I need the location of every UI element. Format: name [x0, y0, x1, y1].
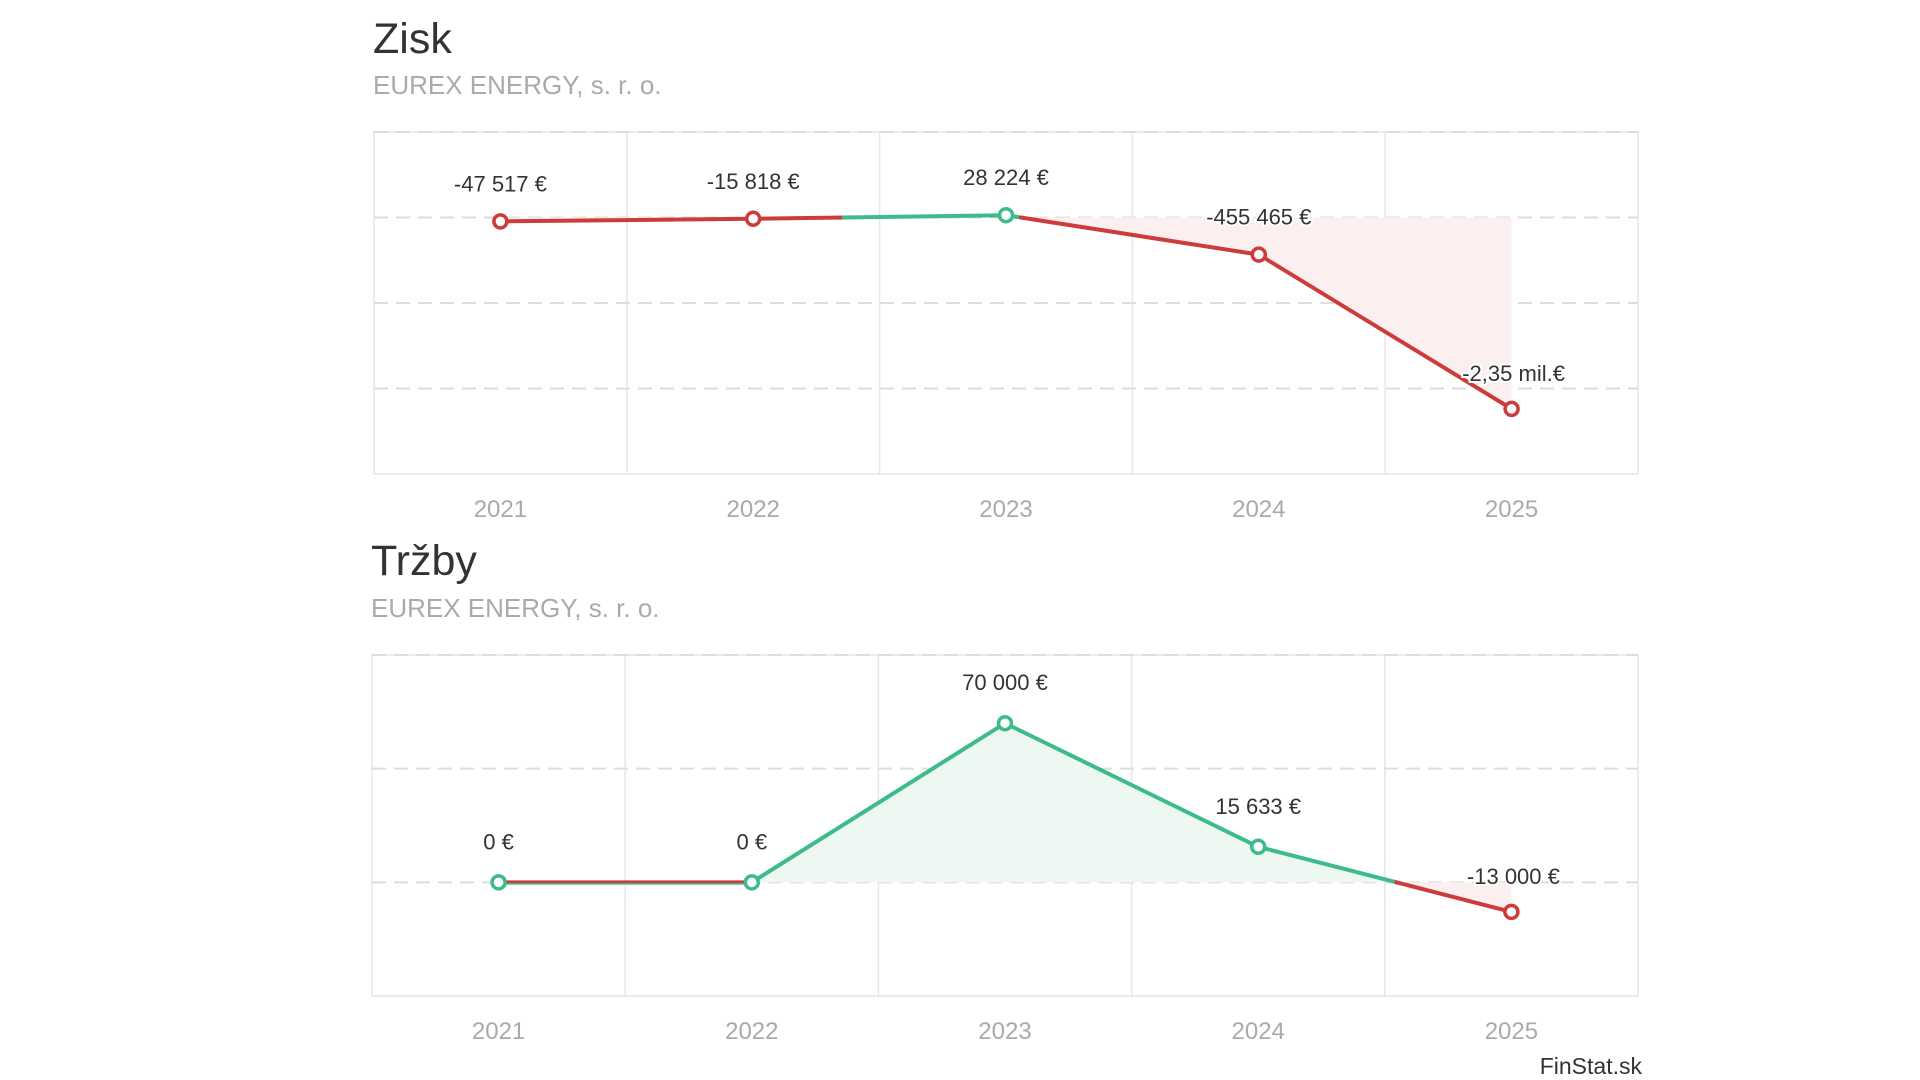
data-point	[1250, 246, 1268, 263]
chart-title: Zisk	[373, 15, 452, 63]
x-tick-label: 2022	[727, 496, 780, 523]
series-line	[498, 216, 756, 224]
source-credit: FinStat.sk	[1539, 1053, 1642, 1079]
data-label: -15 818 €	[707, 169, 800, 194]
data-point	[743, 874, 761, 891]
series-line	[1018, 215, 1261, 257]
data-point	[492, 213, 509, 230]
data-point	[997, 206, 1015, 224]
area-fill	[1005, 723, 1259, 883]
series-line	[1003, 721, 1261, 849]
x-tick-label: 2025	[1485, 496, 1538, 523]
x-tick-label: 2024	[1232, 496, 1285, 523]
data-label: 0 €	[483, 829, 514, 854]
plot-area-frame	[371, 654, 1639, 997]
data-point	[744, 210, 762, 228]
data-label: -455 465 €	[1206, 205, 1311, 230]
x-tick-label: 2023	[979, 496, 1032, 523]
series-line	[751, 215, 846, 221]
chart-subtitle: EUREX ENERGY, s. r. o.	[373, 70, 662, 100]
data-label: 28 224 €	[963, 165, 1049, 190]
data-label: -47 517 €	[454, 171, 547, 196]
x-tick-label: 2021	[472, 1018, 525, 1045]
series-line	[1256, 252, 1514, 411]
x-tick-label: 2022	[725, 1018, 778, 1045]
data-label: -2,35 mil.€	[1462, 361, 1565, 386]
data-point	[996, 714, 1014, 732]
series-line	[1394, 880, 1514, 914]
data-point	[1503, 903, 1520, 921]
data-label: 70 000 €	[962, 670, 1048, 695]
series-line	[841, 213, 1008, 220]
area-fill	[1258, 217, 1512, 409]
data-label: 0 €	[737, 829, 768, 854]
data-label: -13 000 €	[1467, 864, 1560, 889]
series-line	[749, 721, 1007, 885]
data-point	[490, 874, 507, 891]
x-tick-label: 2025	[1485, 1018, 1538, 1045]
x-tick-label: 2023	[978, 1018, 1031, 1045]
series-line	[1256, 844, 1399, 885]
data-point	[1249, 838, 1267, 856]
data-point	[1503, 400, 1520, 418]
x-tick-label: 2024	[1232, 1018, 1285, 1045]
chart-subtitle: EUREX ENERGY, s. r. o.	[371, 593, 660, 623]
x-tick-label: 2021	[474, 496, 527, 523]
data-label: 15 633 €	[1215, 794, 1301, 819]
chart-title: Tržby	[371, 537, 477, 585]
